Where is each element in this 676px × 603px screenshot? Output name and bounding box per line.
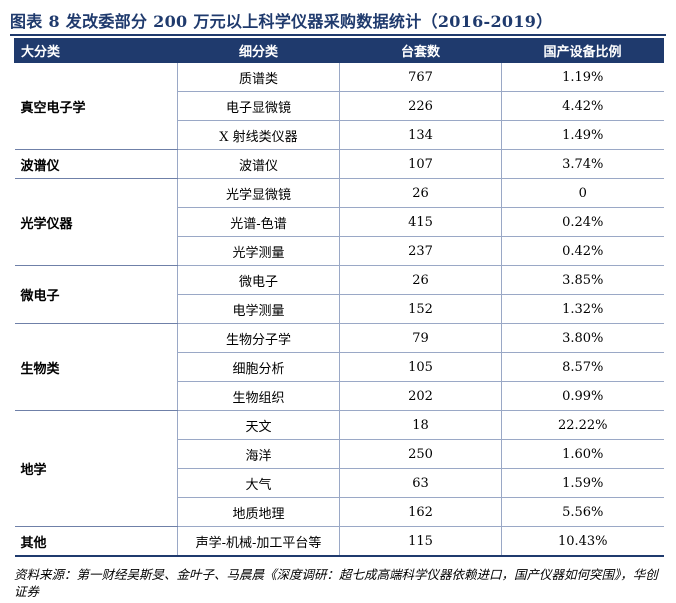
count-cell: 107 <box>339 149 502 179</box>
header-count: 台套数 <box>339 38 502 63</box>
ratio-cell: 5.56% <box>501 497 664 527</box>
table-row: 微电子 微电子 26 3.85% <box>14 265 664 324</box>
subcategory-cell: 海洋 <box>177 439 340 469</box>
source-note: 资料来源：第一财经吴斯旻、金叶子、马晨晨《深度调研：超七成高端科学仪器依赖进口，… <box>14 567 658 599</box>
count-cell: 26 <box>339 265 502 295</box>
subcategory-cell: 光谱-色谱 <box>177 207 340 237</box>
table-row: 地学 天文 18 22.22% <box>14 410 664 527</box>
table-row: 真空电子学 质谱类 767 1.19% <box>14 62 664 150</box>
header-subcategory: 细分类 <box>177 38 340 63</box>
header-domestic-ratio: 国产设备比例 <box>501 38 664 63</box>
ratio-cell: 10.43% <box>501 526 664 557</box>
count-cell: 226 <box>339 91 502 121</box>
category-cell: 微电子 <box>14 265 178 324</box>
table-row: 光学测量 237 0.42% <box>15 236 664 266</box>
subcategory-cell: 波谱仪 <box>177 149 340 179</box>
subcategory-cell: 生物组织 <box>177 381 340 411</box>
count-cell: 767 <box>339 62 502 92</box>
ratio-cell: 1.60% <box>501 439 664 469</box>
table-row: 其他 声学-机械-加工平台等 115 10.43% <box>14 526 664 557</box>
figure-title: 图表 8 发改委部分 200 万元以上科学仪器采购数据统计（2016-2019） <box>10 12 553 31</box>
count-cell: 18 <box>339 410 502 440</box>
table-row: 波谱仪 波谱仪 107 3.74% <box>14 149 664 179</box>
count-cell: 202 <box>339 381 502 411</box>
table-row: 光谱-色谱 415 0.24% <box>15 207 664 237</box>
count-cell: 237 <box>339 236 502 266</box>
ratio-cell: 0.24% <box>501 207 664 237</box>
count-cell: 115 <box>339 526 502 557</box>
subcategory-cell: 地质地理 <box>177 497 340 527</box>
subcategory-cell: 光学测量 <box>177 236 340 266</box>
ratio-cell: 4.42% <box>501 91 664 121</box>
table-row: 生物组织 202 0.99% <box>15 381 664 411</box>
category-cell: 真空电子学 <box>14 62 178 150</box>
subcategory-cell: 质谱类 <box>177 62 340 92</box>
subcategory-cell: 大气 <box>177 468 340 498</box>
table-row: X 射线类仪器 134 1.49% <box>15 120 664 150</box>
table-row: 生物类 生物分子学 79 3.80% <box>14 323 664 411</box>
count-cell: 105 <box>339 352 502 382</box>
subcategory-cell: 细胞分析 <box>177 352 340 382</box>
count-cell: 134 <box>339 120 502 150</box>
subcategory-cell: 光学显微镜 <box>177 178 340 208</box>
table-row: 海洋 250 1.60% <box>15 439 664 469</box>
header-category: 大分类 <box>14 38 178 63</box>
ratio-cell: 3.74% <box>501 149 664 179</box>
instrument-procurement-table: 大分类 细分类 台套数 国产设备比例 真空电子学 质谱类 767 1.19% 电子显微镜… <box>14 38 664 557</box>
ratio-cell: 1.49% <box>501 120 664 150</box>
ratio-cell: 3.80% <box>501 323 664 353</box>
category-cell: 生物类 <box>14 323 178 411</box>
ratio-cell: 0 <box>501 178 664 208</box>
count-cell: 26 <box>339 178 502 208</box>
table-row: 地质地理 162 5.56% <box>15 497 664 527</box>
category-cell: 光学仪器 <box>14 178 178 266</box>
table-row: 光学仪器 光学显微镜 26 0 <box>14 178 664 266</box>
title-rule <box>10 34 666 36</box>
subcategory-cell: 微电子 <box>177 265 340 295</box>
count-cell: 79 <box>339 323 502 353</box>
ratio-cell: 8.57% <box>501 352 664 382</box>
ratio-cell: 1.32% <box>501 294 664 324</box>
table-header-row: 大分类 细分类 台套数 国产设备比例 <box>14 38 664 63</box>
ratio-cell: 1.59% <box>501 468 664 498</box>
category-cell: 波谱仪 <box>14 149 178 179</box>
table-row: 电子显微镜 226 4.42% <box>15 91 664 121</box>
category-cell: 地学 <box>14 410 178 527</box>
count-cell: 250 <box>339 439 502 469</box>
count-cell: 415 <box>339 207 502 237</box>
subcategory-cell: 电子显微镜 <box>177 91 340 121</box>
count-cell: 152 <box>339 294 502 324</box>
subcategory-cell: 生物分子学 <box>177 323 340 353</box>
subcategory-cell: X 射线类仪器 <box>177 120 340 150</box>
table-body: 真空电子学 质谱类 767 1.19% 电子显微镜 226 4.42% X 射线类仪器 134 1… <box>14 62 664 557</box>
ratio-cell: 0.42% <box>501 236 664 266</box>
subcategory-cell: 电学测量 <box>177 294 340 324</box>
table-row: 细胞分析 105 8.57% <box>15 352 664 382</box>
table-row: 电学测量 152 1.32% <box>15 294 664 324</box>
ratio-cell: 0.99% <box>501 381 664 411</box>
ratio-cell: 3.85% <box>501 265 664 295</box>
ratio-cell: 1.19% <box>501 62 664 92</box>
count-cell: 63 <box>339 468 502 498</box>
ratio-cell: 22.22% <box>501 410 664 440</box>
count-cell: 162 <box>339 497 502 527</box>
category-cell: 其他 <box>14 526 178 557</box>
subcategory-cell: 天文 <box>177 410 340 440</box>
table-row: 大气 63 1.59% <box>15 468 664 498</box>
subcategory-cell: 声学-机械-加工平台等 <box>177 526 340 557</box>
